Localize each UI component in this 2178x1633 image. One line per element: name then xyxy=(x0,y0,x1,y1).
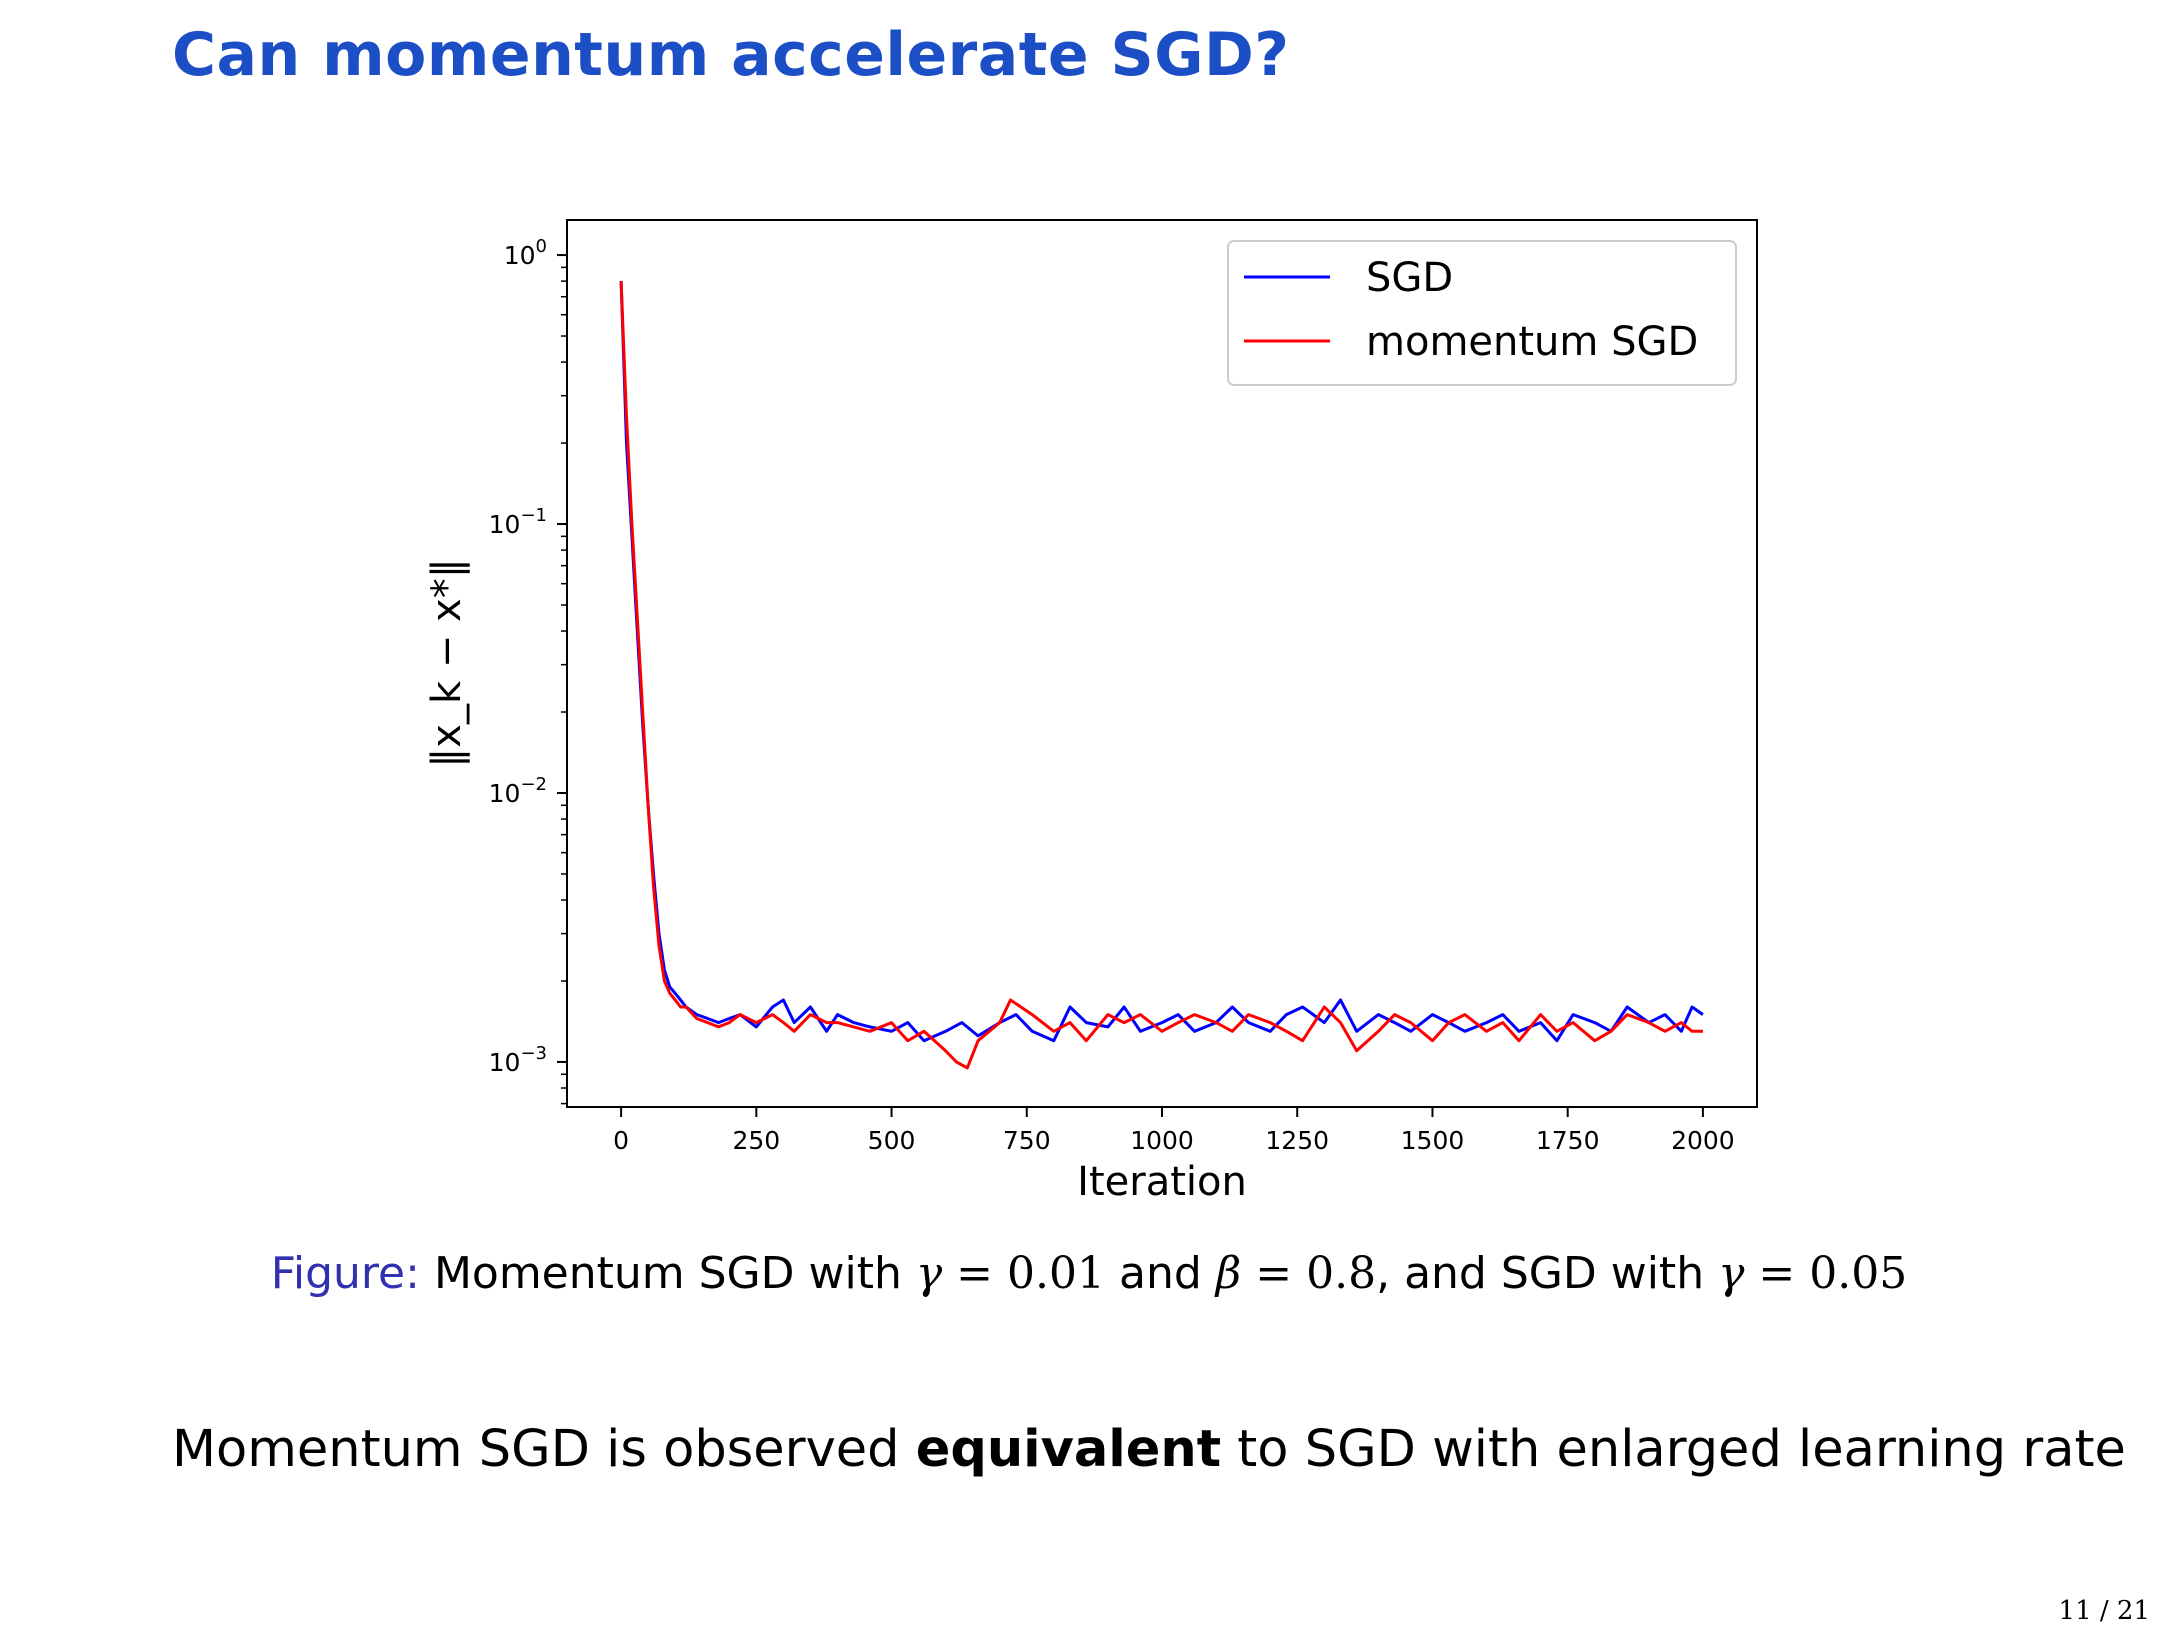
page-number: 11 / 21 xyxy=(2058,1596,2150,1626)
legend-label-momentum: momentum SGD xyxy=(1366,319,1698,365)
x-tick-label: 1000 xyxy=(1130,1126,1194,1155)
y-tick-label: 10−3 xyxy=(489,1043,547,1077)
y-axis-ticks: 100 10−1 10−2 10−3 xyxy=(489,236,567,1077)
x-tick-label: 1500 xyxy=(1401,1126,1465,1155)
caption-label: Figure: xyxy=(270,1248,420,1299)
x-tick-label: 500 xyxy=(868,1126,916,1155)
caption-text-3: , and SGD with xyxy=(1376,1248,1705,1299)
series-sgd-line xyxy=(619,281,1704,1043)
y-tick-label: 10−2 xyxy=(489,774,547,808)
caption-gamma-momentum: γ = 0.01 xyxy=(915,1248,1106,1299)
x-tick-label: 2000 xyxy=(1671,1126,1735,1155)
x-tick-label: 750 xyxy=(1003,1126,1051,1155)
figure-caption: Figure: Momentum SGD with γ = 0.01 and β… xyxy=(0,1248,2178,1299)
emphasis-equivalent: equivalent xyxy=(915,1420,1222,1479)
y-tick-label: 10−1 xyxy=(489,505,547,539)
conclusion-statement: Momentum SGD is observed equivalent to S… xyxy=(172,1420,2126,1479)
series-momentum-sgd-line xyxy=(619,281,1703,1070)
x-axis-ticks: 0 250 500 750 1000 1250 1500 1750 2000 xyxy=(613,1107,1735,1155)
slide-title: Can momentum accelerate SGD? xyxy=(172,20,1290,90)
series-lines xyxy=(619,281,1704,1070)
caption-text-1: Momentum SGD with xyxy=(433,1248,902,1299)
legend-box xyxy=(1227,240,1737,386)
legend-label-sgd: SGD xyxy=(1366,255,1453,301)
y-tick-label: 100 xyxy=(504,236,547,270)
x-tick-label: 1250 xyxy=(1265,1126,1329,1155)
caption-beta: β = 0.8 xyxy=(1215,1248,1377,1299)
y-axis-label: ‖x_k − x*‖ xyxy=(424,558,470,767)
caption-text-2: and xyxy=(1119,1248,1202,1299)
x-tick-label: 0 xyxy=(613,1126,629,1155)
x-tick-label: 1750 xyxy=(1536,1126,1600,1155)
x-tick-label: 250 xyxy=(732,1126,780,1155)
caption-gamma-sgd: γ = 0.05 xyxy=(1718,1248,1908,1299)
legend: SGD momentum SGD xyxy=(1227,240,1737,386)
x-axis-label: Iteration xyxy=(1077,1159,1247,1205)
plot-frame xyxy=(566,219,1758,1108)
